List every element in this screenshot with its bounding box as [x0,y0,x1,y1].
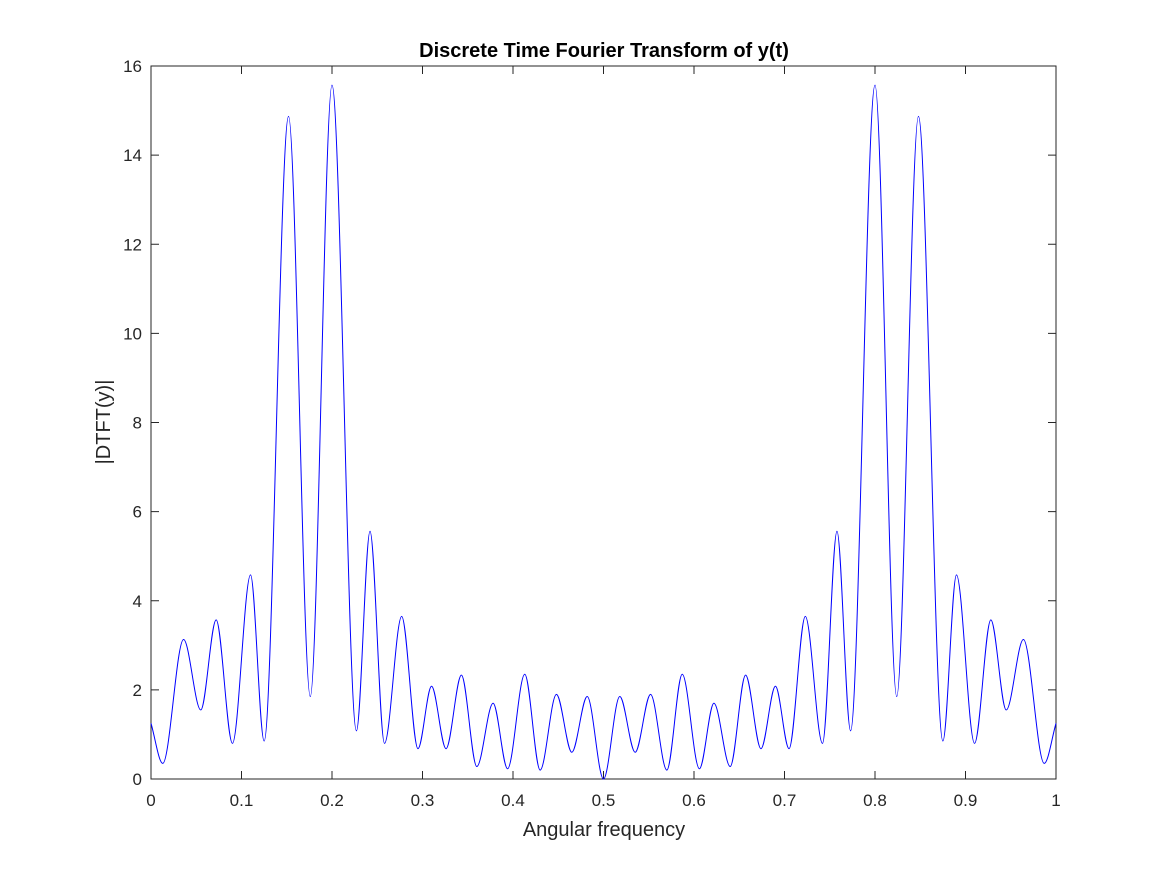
x-tick-label: 0.4 [501,791,525,810]
x-axis-label: Angular frequency [523,819,685,841]
y-tick-label: 12 [123,235,142,254]
axes-box [150,65,1057,780]
y-tick-label: 14 [123,146,142,165]
x-tick-label: 0.9 [954,791,978,810]
x-tick-label: 0.3 [411,791,435,810]
chart-title: Discrete Time Fourier Transform of y(t) [419,40,789,62]
x-tick-label: 1 [1051,791,1060,810]
x-tick-label: 0.2 [320,791,344,810]
x-tick-label: 0.7 [773,791,797,810]
y-tick-label: 4 [133,592,142,611]
y-tick-label: 8 [133,414,142,433]
y-tick-label: 2 [133,681,142,700]
y-tick-label: 16 [123,57,142,76]
x-tick-label: 0 [146,791,155,810]
y-tick-label: 6 [133,503,142,522]
tick-labels: 0 0.1 0.2 0.3 0.4 0.5 0.6 0.7 0.8 0.9 102468101214… [123,57,1061,810]
dtft-magnitude-line [150,84,1057,780]
y-axis-label: |DTFT(y)| [93,380,115,465]
y-tick-label: 10 [123,324,142,343]
ticks [150,65,1057,780]
x-tick-label: 0.1 [230,791,254,810]
x-tick-label: 0.5 [592,791,616,810]
y-tick-label: 0 [133,770,142,789]
x-tick-label: 0.8 [863,791,887,810]
x-tick-label: 0.6 [682,791,706,810]
